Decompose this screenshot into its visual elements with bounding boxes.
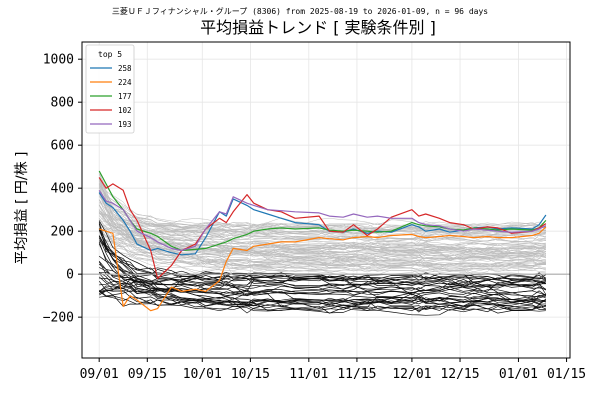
background-line	[99, 271, 546, 303]
background-line	[99, 211, 546, 235]
background-line	[98, 178, 546, 227]
background-line	[98, 290, 547, 313]
x-axis-ticks: 09/01 09/15 10/01 10/15 11/01 11/15 12/01 12/15…	[80, 358, 586, 382]
background-line	[98, 221, 547, 290]
legend-label-224: 224	[118, 78, 132, 87]
x-tick-label: 10/01	[183, 367, 222, 382]
legend-label-102: 102	[118, 106, 132, 115]
chart-title: 平均損益トレンド [ 実験条件別 ]	[200, 18, 436, 37]
background-line	[98, 226, 546, 275]
legend-box	[85, 44, 135, 134]
background-line	[98, 243, 547, 311]
y-axis-label: 平均損益 [ 円/株 ]	[14, 152, 30, 265]
series-line-224	[99, 226, 547, 312]
x-tick-label: 12/01	[392, 367, 431, 382]
background-line	[98, 260, 547, 292]
x-tick-label: 09/01	[80, 367, 119, 382]
background-line	[99, 211, 547, 231]
background-line	[98, 193, 547, 262]
top5-series-lines	[98, 170, 547, 312]
background-line	[98, 181, 546, 247]
background-line	[98, 227, 546, 297]
legend: top 5 258 224 177 102 193	[85, 44, 135, 134]
series-line-177	[98, 170, 547, 252]
legend-label-193: 193	[118, 120, 132, 129]
background-line	[99, 224, 546, 233]
series-line-102	[98, 177, 547, 280]
background-line	[99, 229, 547, 250]
y-tick-label: −200	[43, 311, 74, 326]
y-tick-label: 800	[51, 96, 74, 111]
background-line	[98, 263, 547, 309]
legend-items: 258 224 177 102 193	[90, 64, 132, 129]
background-line	[99, 287, 547, 299]
y-tick-label: 200	[51, 225, 74, 240]
plot-frame	[81, 41, 571, 359]
x-tick-label: 11/01	[289, 367, 328, 382]
background-line	[98, 237, 547, 304]
y-tick-label: 400	[51, 182, 74, 197]
y-tick-label: 600	[51, 139, 74, 154]
background-line	[98, 177, 546, 244]
y-tick-label: 0	[66, 268, 74, 283]
legend-label-258: 258	[118, 64, 132, 73]
legend-label-177: 177	[118, 92, 132, 101]
background-line	[99, 214, 546, 229]
background-line	[99, 242, 546, 272]
series-line-193	[98, 189, 547, 252]
x-tick-label: 12/15	[440, 367, 479, 382]
legend-title: top 5	[98, 50, 122, 59]
background-line	[99, 240, 546, 272]
x-tick-label: 01/01	[499, 367, 538, 382]
background-line	[98, 184, 546, 235]
background-line	[98, 185, 546, 268]
background-line	[98, 177, 546, 248]
background-line	[98, 228, 546, 311]
x-tick-label: 09/15	[128, 367, 167, 382]
x-tick-label: 01/15	[547, 367, 586, 382]
y-tick-label: 1000	[43, 53, 74, 68]
x-tick-label: 11/15	[337, 367, 376, 382]
highlight-experiment-lines	[98, 220, 547, 316]
y-axis-ticks: −200 0 200 400 600 800 1000	[43, 53, 82, 326]
background-line	[99, 278, 547, 295]
background-line	[98, 193, 546, 271]
background-line	[98, 255, 546, 287]
background-line	[99, 215, 546, 252]
background-line	[98, 261, 547, 308]
background-line	[98, 187, 547, 263]
x-tick-label: 10/15	[231, 367, 270, 382]
background-line	[99, 271, 546, 284]
chart-subtitle: 三菱ＵＦＪフィナンシャル・グループ (8306) from 2025-08-19…	[112, 6, 488, 16]
